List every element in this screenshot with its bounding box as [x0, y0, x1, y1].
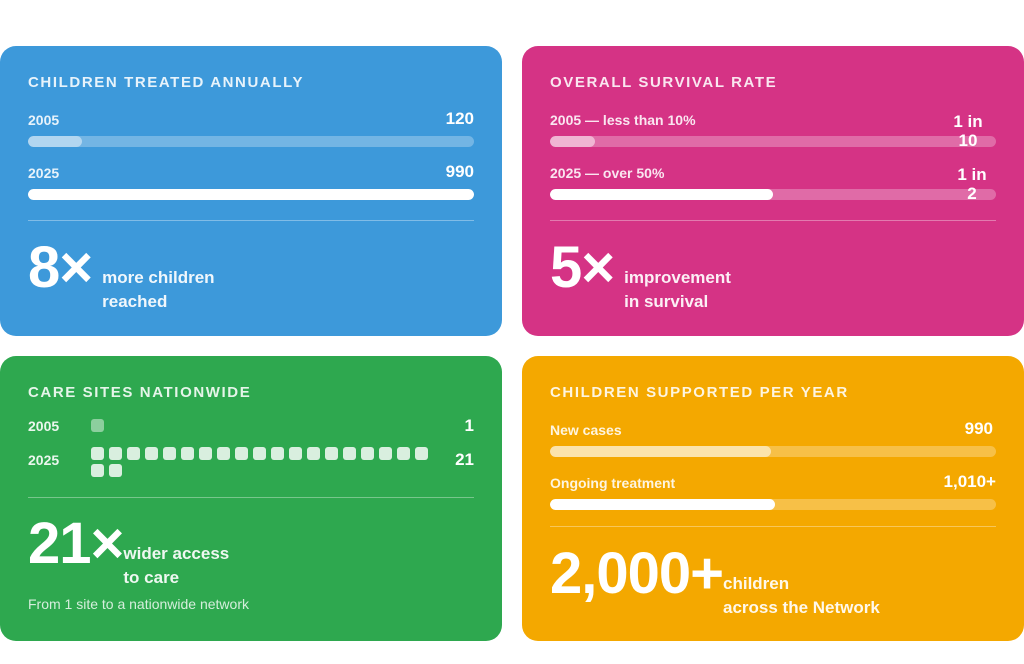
metric-value: 1 in 10	[948, 112, 988, 150]
site-square	[253, 447, 266, 460]
progress-fill	[550, 499, 776, 510]
site-square	[181, 447, 194, 460]
site-squares	[91, 419, 436, 432]
site-square	[289, 447, 302, 460]
metric-label: 2005 — less than 10%	[550, 112, 696, 128]
progress-fill	[550, 189, 773, 200]
metric-value: 1,010+	[943, 472, 996, 491]
big-stat: 8×	[28, 235, 93, 300]
caption-line-1: wider access	[123, 544, 230, 563]
progress-fill	[550, 446, 771, 457]
site-square	[397, 447, 410, 460]
sites-value: 21	[455, 450, 474, 469]
metric-label: 2005	[28, 112, 60, 128]
headline: 8× more children reached	[28, 235, 215, 312]
caption-line-1: more children	[102, 268, 215, 287]
care-sites-card: CARE SITES NATIONWIDE 2005 1 2025 21 21×…	[0, 356, 502, 641]
sites-value: 1	[464, 416, 474, 435]
caption-line-1: improvement	[624, 268, 731, 287]
site-square	[91, 419, 104, 432]
site-square	[91, 447, 104, 460]
site-square	[379, 447, 392, 460]
progress-track	[550, 189, 996, 200]
site-square	[217, 447, 230, 460]
divider	[550, 220, 996, 221]
headline: 21× wider access to care	[28, 511, 229, 588]
metric-value: 1 in 2	[952, 165, 992, 203]
progress-track	[28, 136, 474, 147]
sites-row-2005: 2005 1	[28, 416, 474, 438]
survival-rate-card: OVERALL SURVIVAL RATE 2005 — less than 1…	[522, 46, 1024, 336]
progress-fill	[28, 189, 474, 200]
children-treated-card: CHILDREN TREATED ANNUALLY 2005 120 2025 …	[0, 46, 502, 336]
metric-row-2005: 2005 — less than 10% 1 in 10	[550, 108, 996, 150]
progress-track	[550, 446, 996, 457]
card-title: OVERALL SURVIVAL RATE	[550, 74, 778, 91]
sites-label: 2025	[28, 452, 60, 468]
big-stat: 2,000+	[550, 541, 724, 606]
card-title: CHILDREN TREATED ANNUALLY	[28, 74, 305, 91]
stat-caption: more children reached	[102, 266, 214, 314]
metric-value: 990	[445, 162, 474, 181]
value-line-1: 1 in	[953, 112, 983, 131]
site-square	[127, 447, 140, 460]
site-square	[361, 447, 374, 460]
progress-track	[550, 136, 996, 147]
caption-line-2: in survival	[624, 292, 709, 311]
site-square	[91, 464, 104, 477]
divider	[550, 526, 996, 527]
metric-label: 2025 — over 50%	[550, 165, 665, 181]
caption-line-2: across the Network	[723, 598, 880, 617]
big-stat: 21×	[28, 511, 124, 576]
metric-row-new-cases: New cases 990	[550, 418, 996, 457]
metric-value: 120	[445, 109, 474, 128]
site-square	[235, 447, 248, 460]
card-title: CARE SITES NATIONWIDE	[28, 384, 252, 401]
site-square	[163, 447, 176, 460]
children-supported-card: CHILDREN SUPPORTED PER YEAR New cases 99…	[522, 356, 1024, 641]
progress-fill	[550, 136, 595, 147]
metric-label: Ongoing treatment	[550, 475, 676, 491]
sites-label: 2005	[28, 418, 60, 434]
headline: 2,000+ children across the Network	[550, 541, 880, 618]
site-square	[109, 464, 122, 477]
metric-row-ongoing: Ongoing treatment 1,010+	[550, 471, 996, 510]
headline: 5× improvement in survival	[550, 235, 731, 312]
value-line-2: 2	[967, 184, 977, 203]
progress-track	[550, 499, 996, 510]
site-square	[145, 447, 158, 460]
divider	[28, 220, 474, 221]
card-title: CHILDREN SUPPORTED PER YEAR	[550, 384, 849, 401]
site-square	[325, 447, 338, 460]
metric-row-2025: 2025 990	[28, 161, 474, 200]
sites-row-2025: 2025 21	[28, 447, 474, 486]
progress-track	[28, 189, 474, 200]
site-square	[199, 447, 212, 460]
value-line-2: 10	[958, 131, 978, 150]
caption-line-2: to care	[123, 568, 180, 587]
site-square	[343, 447, 356, 460]
site-squares	[91, 447, 436, 477]
value-line-1: 1 in	[957, 165, 987, 184]
metric-label: 2025	[28, 165, 60, 181]
caption-line-2: reached	[102, 292, 168, 311]
progress-fill	[28, 136, 82, 147]
divider	[28, 497, 474, 498]
site-square	[271, 447, 284, 460]
caption-line-1: children	[723, 574, 790, 593]
site-square	[109, 447, 122, 460]
metric-value: 990	[964, 419, 993, 438]
stat-caption: wider access to care	[123, 542, 229, 590]
metric-row-2025: 2025 — over 50% 1 in 2	[550, 161, 996, 203]
site-square	[415, 447, 428, 460]
footnote: From 1 site to a nationwide network	[28, 596, 249, 612]
stat-caption: improvement in survival	[624, 266, 731, 314]
metric-label: New cases	[550, 422, 622, 438]
big-stat: 5×	[550, 235, 615, 300]
site-square	[307, 447, 320, 460]
metric-row-2005: 2005 120	[28, 108, 474, 147]
stat-caption: children across the Network	[723, 572, 880, 620]
